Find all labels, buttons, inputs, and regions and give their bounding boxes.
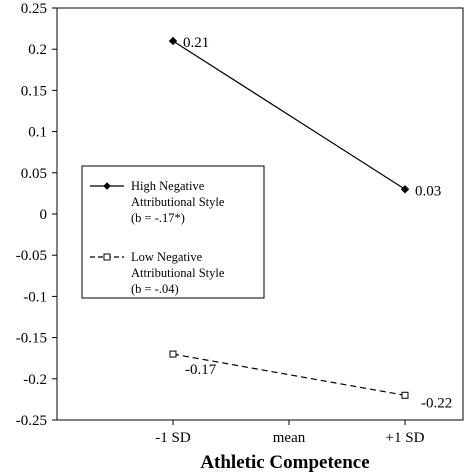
y-axis: 0.25 0.2 0.15 0.1 0.05 0 -0.05 -0.1 -0.15 -0.2 -0.…	[16, 1, 57, 429]
y-tick-label: 0.25	[21, 1, 47, 17]
legend-marker	[103, 253, 111, 261]
data-label: 0.03	[415, 183, 441, 199]
y-tick-label: 0	[40, 207, 48, 223]
y-tick-label: -0.1	[23, 289, 47, 305]
x-tick-label: -1 SD	[155, 430, 191, 446]
legend-label: Attributional Style	[131, 266, 225, 280]
y-tick-label: 0.2	[28, 42, 47, 58]
series-line	[172, 40, 406, 190]
legend-label: Attributional Style	[131, 195, 225, 209]
y-tick-label: -0.15	[16, 331, 47, 347]
y-tick-label: 0.15	[21, 83, 47, 99]
data-label: -0.17	[185, 362, 217, 378]
y-tick-label: -0.05	[16, 248, 47, 264]
data-point-marker	[169, 350, 177, 358]
x-axis: -1 SD mean +1 SD	[155, 420, 425, 446]
legend-label: Low Negative	[131, 250, 203, 264]
x-tick-label: mean	[273, 430, 306, 446]
legend-label: (b = -.04)	[131, 282, 179, 296]
y-tick-label: 0.1	[28, 125, 47, 141]
legend-box	[81, 165, 265, 299]
legend: High Negative Attributional Style (b = -.1…	[81, 165, 265, 299]
data-label: 0.21	[183, 35, 209, 51]
y-tick-label: 0.05	[21, 166, 47, 182]
series-layer: 0.21 0.03 -0.17 -0.22	[168, 35, 452, 411]
data-point-marker	[168, 36, 178, 46]
y-tick-label: -0.2	[23, 372, 47, 388]
legend-label: (b = -.17*)	[131, 211, 185, 225]
legend-label: High Negative	[131, 179, 205, 193]
data-label: -0.22	[421, 395, 452, 411]
data-point-marker	[401, 391, 409, 399]
y-tick-label: -0.25	[16, 413, 47, 429]
legend-marker	[103, 182, 111, 190]
x-axis-title: Athletic Competence	[200, 452, 369, 473]
x-tick-label: +1 SD	[386, 430, 425, 446]
data-point-marker	[400, 185, 410, 194]
